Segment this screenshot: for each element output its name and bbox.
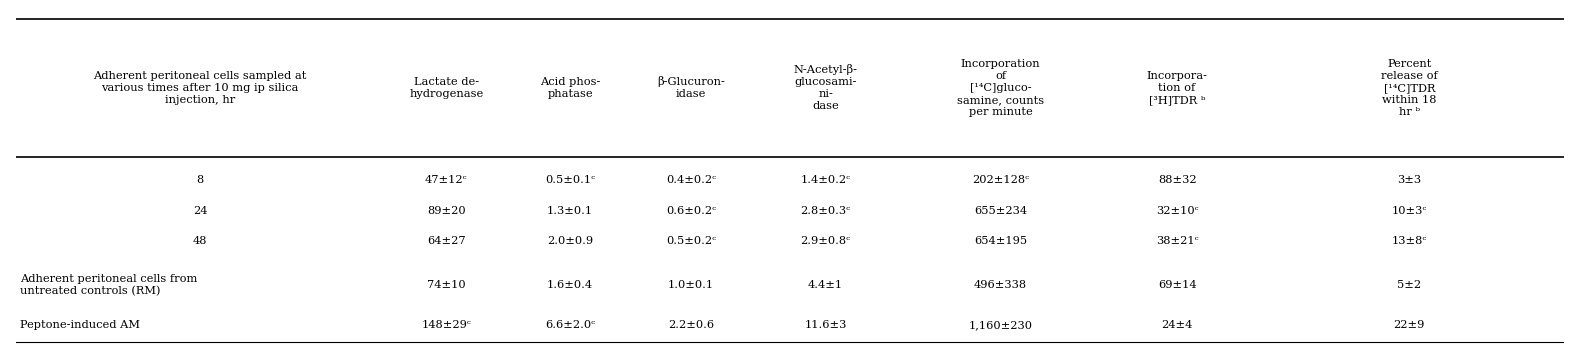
Text: 74±10: 74±10 bbox=[427, 280, 466, 290]
Text: 24: 24 bbox=[193, 206, 207, 216]
Text: 202±128ᶜ: 202±128ᶜ bbox=[972, 176, 1029, 185]
Text: 655±234: 655±234 bbox=[973, 206, 1027, 216]
Text: 1.4±0.2ᶜ: 1.4±0.2ᶜ bbox=[801, 176, 850, 185]
Text: 1.3±0.1: 1.3±0.1 bbox=[547, 206, 592, 216]
Text: Acid phos-
phatase: Acid phos- phatase bbox=[540, 77, 600, 99]
Text: 88±32: 88±32 bbox=[1158, 176, 1196, 185]
Text: 13±8ᶜ: 13±8ᶜ bbox=[1392, 236, 1427, 246]
Text: 0.4±0.2ᶜ: 0.4±0.2ᶜ bbox=[665, 176, 716, 185]
Text: 24±4: 24±4 bbox=[1161, 320, 1193, 330]
Text: 38±21ᶜ: 38±21ᶜ bbox=[1157, 236, 1198, 246]
Text: 4.4±1: 4.4±1 bbox=[807, 280, 844, 290]
Text: 22±9: 22±9 bbox=[1394, 320, 1425, 330]
Text: 148±29ᶜ: 148±29ᶜ bbox=[422, 320, 471, 330]
Text: 8: 8 bbox=[196, 176, 204, 185]
Text: 2.9±0.8ᶜ: 2.9±0.8ᶜ bbox=[801, 236, 850, 246]
Text: Percent
release of
[¹⁴C]TDR
within 18
hr ᵇ: Percent release of [¹⁴C]TDR within 18 hr… bbox=[1381, 59, 1438, 117]
Text: 0.5±0.2ᶜ: 0.5±0.2ᶜ bbox=[665, 236, 716, 246]
Text: 496±338: 496±338 bbox=[973, 280, 1027, 290]
Text: 2.2±0.6: 2.2±0.6 bbox=[668, 320, 714, 330]
Text: 654±195: 654±195 bbox=[973, 236, 1027, 246]
Text: Incorpora-
tion of
[³H]TDR ᵇ: Incorpora- tion of [³H]TDR ᵇ bbox=[1147, 71, 1207, 105]
Text: 2.8±0.3ᶜ: 2.8±0.3ᶜ bbox=[801, 206, 850, 216]
Text: Adherent peritoneal cells sampled at
various times after 10 mg ip silica
injecti: Adherent peritoneal cells sampled at var… bbox=[93, 71, 307, 105]
Text: Peptone-induced AM: Peptone-induced AM bbox=[21, 320, 141, 330]
Text: 0.6±0.2ᶜ: 0.6±0.2ᶜ bbox=[665, 206, 716, 216]
Text: 0.5±0.1ᶜ: 0.5±0.1ᶜ bbox=[545, 176, 596, 185]
Text: 64±27: 64±27 bbox=[427, 236, 466, 246]
Text: 69±14: 69±14 bbox=[1158, 280, 1196, 290]
Text: 48: 48 bbox=[193, 236, 207, 246]
Text: 1,160±230: 1,160±230 bbox=[969, 320, 1033, 330]
Text: 2.0±0.9: 2.0±0.9 bbox=[547, 236, 592, 246]
Text: 1.0±0.1: 1.0±0.1 bbox=[668, 280, 714, 290]
Text: β-Glucuron-
idase: β-Glucuron- idase bbox=[657, 76, 725, 99]
Text: 47±12ᶜ: 47±12ᶜ bbox=[425, 176, 468, 185]
Text: Lactate de-
hydrogenase: Lactate de- hydrogenase bbox=[409, 77, 483, 99]
Text: N-Acetyl-β-
glucosami-
ni-
dase: N-Acetyl-β- glucosami- ni- dase bbox=[793, 64, 858, 112]
Text: 32±10ᶜ: 32±10ᶜ bbox=[1157, 206, 1198, 216]
Text: 6.6±2.0ᶜ: 6.6±2.0ᶜ bbox=[545, 320, 596, 330]
Text: Incorporation
of
[¹⁴C]gluco-
samine, counts
per minute: Incorporation of [¹⁴C]gluco- samine, cou… bbox=[957, 59, 1044, 117]
Text: 11.6±3: 11.6±3 bbox=[804, 320, 847, 330]
Text: 3±3: 3±3 bbox=[1397, 176, 1422, 185]
Text: 1.6±0.4: 1.6±0.4 bbox=[547, 280, 592, 290]
Text: 10±3ᶜ: 10±3ᶜ bbox=[1392, 206, 1427, 216]
Text: 89±20: 89±20 bbox=[427, 206, 466, 216]
Text: 5±2: 5±2 bbox=[1397, 280, 1422, 290]
Text: Adherent peritoneal cells from
untreated controls (RM): Adherent peritoneal cells from untreated… bbox=[21, 274, 198, 296]
